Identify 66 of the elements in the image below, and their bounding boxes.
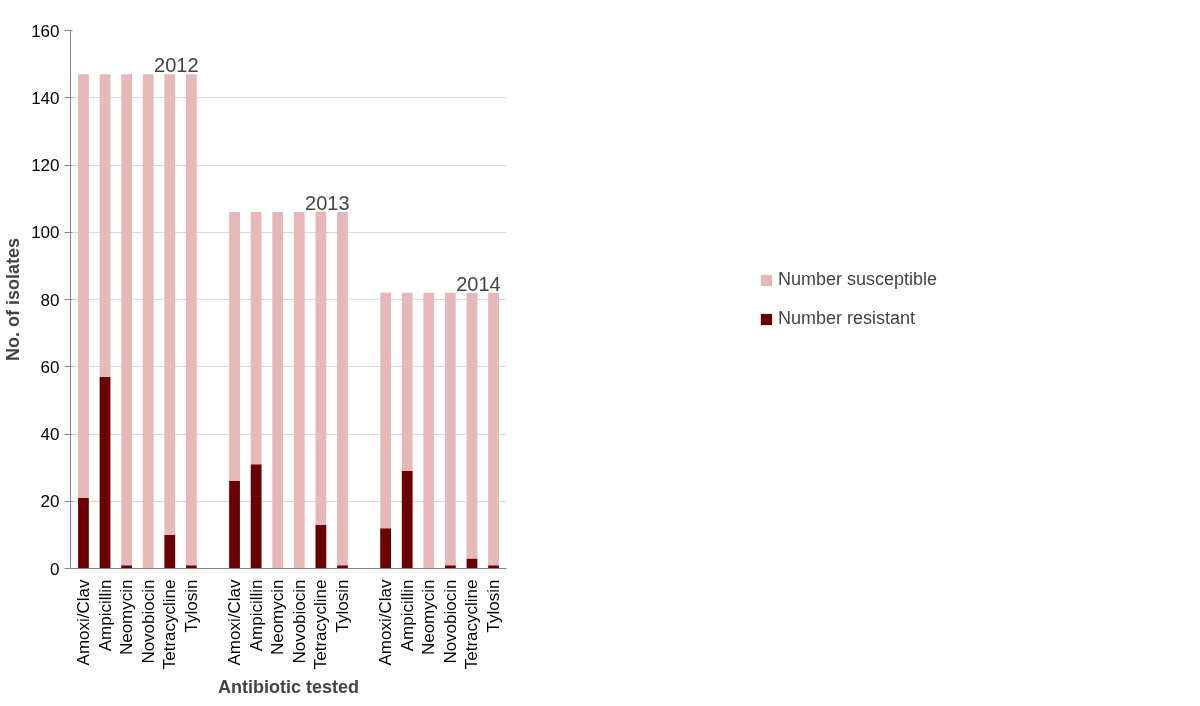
annotation: 2013: [305, 192, 350, 215]
bar: [466, 292, 478, 559]
bar: [293, 212, 305, 569]
bar: [423, 292, 435, 569]
x-tick-label: Novobiocin: [138, 579, 158, 664]
bar: [315, 212, 327, 525]
bar: [488, 292, 499, 566]
bar: [121, 565, 133, 569]
x-axis-title: Antibiotic tested: [218, 677, 360, 698]
y-axis-title: No. of isolates: [3, 237, 24, 362]
x-tick-label: Neomycin: [419, 579, 439, 656]
bar: [164, 534, 176, 569]
bar: [401, 470, 413, 569]
x-tick-label: Novobiocin: [289, 579, 309, 664]
bar: [250, 464, 262, 569]
bar: [401, 292, 413, 471]
bar: [444, 292, 456, 566]
y-tick-label: 140: [31, 88, 60, 108]
bar: [315, 524, 327, 569]
bar: [99, 376, 111, 569]
bar: [380, 528, 392, 569]
y-tick-label: 100: [31, 223, 60, 243]
x-tick-label: Tetracycline: [160, 579, 180, 670]
x-tick-label: Tylosin: [484, 579, 504, 633]
annotation: 2012: [154, 54, 199, 77]
bar: [121, 74, 133, 566]
bar: [185, 565, 197, 569]
x-tick-label: Tetracycline: [311, 579, 331, 670]
x-tick-label: Amoxi/Clav: [376, 579, 396, 666]
bar: [78, 74, 89, 498]
y-tick-label: 80: [40, 290, 60, 310]
x-tick-label: Ampicillin: [397, 579, 417, 652]
y-tick-label: 20: [40, 492, 60, 512]
y-tick-label: 60: [40, 357, 60, 377]
y-tick-label: 160: [31, 21, 60, 41]
bar: [142, 74, 154, 569]
legend-label: Number resistant: [777, 308, 916, 329]
bar: [337, 565, 348, 569]
bar: [78, 497, 89, 569]
bar: [337, 212, 348, 566]
legend-label: Number susceptible: [777, 269, 938, 290]
x-tick-label: Ampicillin: [246, 579, 266, 652]
bar: [444, 565, 456, 569]
x-tick-label: Novobiocin: [440, 579, 460, 664]
bar: [229, 481, 240, 569]
bar: [185, 74, 197, 566]
bar: [272, 212, 284, 569]
x-tick-label: Neomycin: [268, 579, 288, 656]
y-tick-label: 120: [31, 156, 60, 175]
x-tick-label: Neomycin: [117, 579, 137, 656]
bar: [250, 212, 262, 465]
bar: [380, 292, 392, 529]
bar: [488, 565, 499, 569]
x-tick-label: Tylosin: [332, 579, 352, 633]
bar: [229, 212, 240, 482]
annotation: 2014: [456, 272, 501, 295]
x-tick-label: Amoxi/Clav: [73, 579, 93, 666]
x-tick-label: Amoxi/Clav: [225, 579, 245, 666]
bar: [99, 74, 111, 377]
x-tick-label: Tylosin: [181, 579, 201, 633]
bar: [466, 558, 478, 569]
bar: [164, 74, 176, 535]
y-tick-label: 40: [40, 425, 60, 444]
x-tick-label: Ampicillin: [95, 579, 115, 652]
x-tick-label: Tetracycline: [462, 579, 482, 670]
y-tick-label: 0: [50, 559, 60, 579]
